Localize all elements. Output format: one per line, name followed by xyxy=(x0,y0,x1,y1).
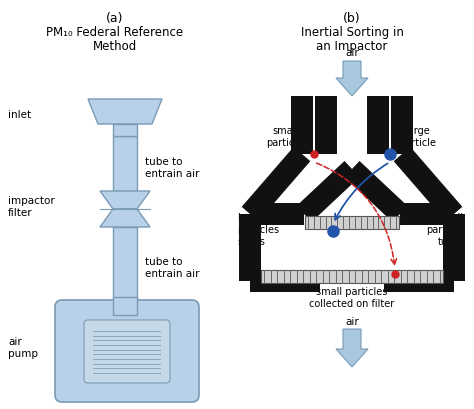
Polygon shape xyxy=(296,162,359,222)
Bar xyxy=(113,227,137,307)
Text: small
particle: small particle xyxy=(266,126,303,148)
Polygon shape xyxy=(384,270,454,292)
Text: PM₁₀ Federal Reference: PM₁₀ Federal Reference xyxy=(46,26,183,39)
Text: Inertial Sorting in: Inertial Sorting in xyxy=(301,26,403,39)
Polygon shape xyxy=(391,97,413,155)
Polygon shape xyxy=(88,100,162,125)
Text: Method: Method xyxy=(93,40,137,53)
Text: small particles
collected on filter: small particles collected on filter xyxy=(310,286,395,308)
Text: tube to
entrain air: tube to entrain air xyxy=(145,157,200,178)
Text: air: air xyxy=(345,316,359,326)
Polygon shape xyxy=(345,162,408,222)
Polygon shape xyxy=(250,270,320,292)
Polygon shape xyxy=(100,209,150,227)
Text: large
particles
sticks: large particles sticks xyxy=(237,213,279,246)
Text: tube to
entrain air: tube to entrain air xyxy=(145,256,200,278)
FancyArrow shape xyxy=(336,329,368,367)
Polygon shape xyxy=(400,204,454,225)
Polygon shape xyxy=(315,97,337,155)
Polygon shape xyxy=(100,191,150,209)
Polygon shape xyxy=(367,97,389,155)
Polygon shape xyxy=(242,147,310,222)
Polygon shape xyxy=(239,214,261,281)
Polygon shape xyxy=(250,204,304,225)
FancyBboxPatch shape xyxy=(84,320,170,383)
Polygon shape xyxy=(443,214,465,281)
Bar xyxy=(113,297,137,315)
Text: air
pump: air pump xyxy=(8,336,38,358)
Polygon shape xyxy=(394,147,462,222)
Bar xyxy=(305,216,399,229)
Polygon shape xyxy=(291,97,313,155)
Text: impactor
filter: impactor filter xyxy=(8,196,55,217)
Text: inlet: inlet xyxy=(8,110,31,120)
Text: (b): (b) xyxy=(343,12,361,25)
Text: an Impactor: an Impactor xyxy=(316,40,388,53)
FancyArrow shape xyxy=(336,62,368,97)
Text: large
particle: large particle xyxy=(400,126,437,148)
Text: air: air xyxy=(345,48,359,58)
Bar xyxy=(261,270,443,283)
Text: (a): (a) xyxy=(106,12,124,25)
Bar xyxy=(113,125,137,137)
Bar xyxy=(113,137,137,191)
FancyBboxPatch shape xyxy=(55,300,199,402)
Text: small
particle
turns: small particle turns xyxy=(427,213,464,246)
